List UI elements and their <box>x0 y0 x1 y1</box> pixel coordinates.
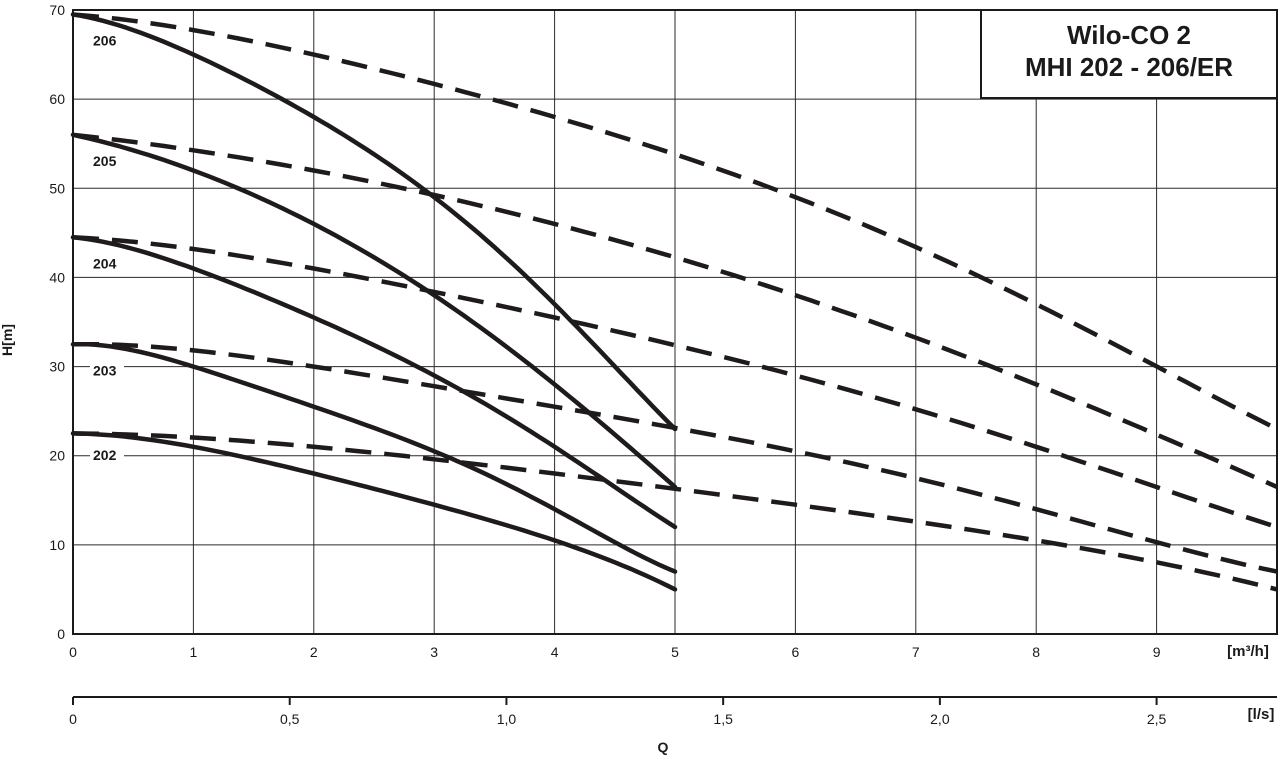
curve-label-bg-205 <box>90 153 124 171</box>
chart-title-line-2: MHI 202 - 206/ER <box>1025 52 1233 82</box>
curve-single-206 <box>70 12 678 432</box>
curve-label-bg-203 <box>90 362 124 381</box>
x2-tick-1,5: 1,5 <box>713 711 733 727</box>
curve-labels: 206 205 204 203 202 <box>90 32 124 466</box>
y-tick-20: 20 <box>49 448 65 464</box>
title-box: Wilo-CO 2 MHI 202 - 206/ER <box>980 9 1278 99</box>
x-unit-label: [m³/h] <box>1227 643 1269 660</box>
x-axis-label: Q <box>658 739 669 755</box>
x2-unit-label: [l/s] <box>1248 706 1275 723</box>
curve-label-204: 204 <box>93 256 117 272</box>
y-tick-40: 40 <box>49 269 65 285</box>
secondary-x-axis: 0 0,5 1,0 1,5 2,0 2,5 <box>69 696 1277 727</box>
y-axis-label: H[m] <box>0 324 15 356</box>
curve-label-bg-202 <box>90 447 124 466</box>
chart-title-line-1: Wilo-CO 2 <box>1067 20 1191 50</box>
curve-dual-205 <box>72 132 1278 489</box>
x-tick-4: 4 <box>551 644 559 660</box>
y-tick-10: 10 <box>49 537 65 553</box>
curve-label-202: 202 <box>93 447 117 463</box>
curve-dual-202 <box>72 431 1278 592</box>
grid-lines <box>73 10 1277 634</box>
y-tick-70: 70 <box>49 2 65 18</box>
x-tick-9: 9 <box>1153 644 1161 660</box>
x-tick-8: 8 <box>1032 644 1040 660</box>
x-tick-6: 6 <box>792 644 800 660</box>
curve-dual-204 <box>72 235 1278 530</box>
x-tick-0: 0 <box>69 644 77 660</box>
curve-label-203: 203 <box>93 362 117 378</box>
x-tick-5: 5 <box>671 644 679 660</box>
plot-frame <box>72 9 1278 635</box>
x2-tick-0: 0 <box>69 711 77 727</box>
x-tick-2: 2 <box>310 644 318 660</box>
x2-tick-2,5: 2,5 <box>1147 711 1167 727</box>
curve-dual-203 <box>72 341 1278 574</box>
plot-border <box>72 9 1278 635</box>
x2-tick-2,0: 2,0 <box>930 711 950 727</box>
curve-single-205 <box>70 132 678 490</box>
x-tick-3: 3 <box>430 644 438 660</box>
x-tick-7: 7 <box>912 644 920 660</box>
curve-single-204 <box>70 235 678 530</box>
y-tick-0: 0 <box>57 626 65 642</box>
x-tick-labels: 0 1 2 3 4 5 6 7 8 9 <box>69 644 1161 660</box>
curve-label-bg-204 <box>90 255 124 274</box>
curve-dual-206 <box>72 12 1279 432</box>
y-tick-50: 50 <box>49 180 65 196</box>
curve-label-205: 205 <box>93 153 117 169</box>
curve-single-203 <box>70 341 678 574</box>
curve-label-bg-206 <box>90 32 124 51</box>
y-tick-60: 60 <box>49 91 65 107</box>
y-tick-labels: 0 10 20 30 40 50 60 70 <box>49 2 65 642</box>
curve-label-206: 206 <box>93 33 117 49</box>
x2-tick-0,5: 0,5 <box>280 711 300 727</box>
y-tick-30: 30 <box>49 359 65 375</box>
x-tick-1: 1 <box>190 644 198 660</box>
curve-single-202 <box>70 431 678 592</box>
pump-curves <box>70 12 1279 592</box>
x2-tick-1,0: 1,0 <box>497 711 517 727</box>
